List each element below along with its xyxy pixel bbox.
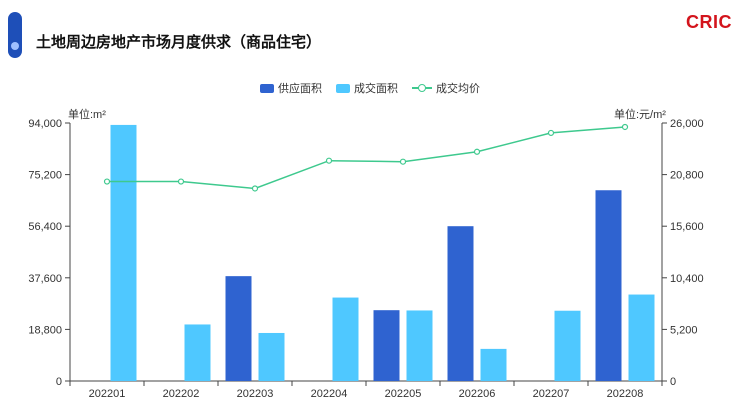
y-right-tick-label: 15,600 <box>670 221 704 233</box>
bar-supply-202205 <box>373 310 400 381</box>
y-left-tick-label: 56,400 <box>28 221 62 233</box>
bar-supply-202203 <box>225 276 252 381</box>
point-price-202204 <box>325 157 333 164</box>
x-tick-label: 202204 <box>311 388 348 400</box>
y-right-tick-label: 0 <box>670 376 676 388</box>
y-right-tick-label: 10,400 <box>670 273 704 285</box>
x-tick-label: 202202 <box>163 388 200 400</box>
y-left-tick-label: 94,000 <box>28 118 62 130</box>
point-price-202202 <box>177 178 185 185</box>
chart-title: 土地周边房地产市场月度供求（商品住宅） <box>36 34 322 51</box>
bar-deal-202202 <box>184 324 211 381</box>
title-accent-icon <box>8 12 22 58</box>
legend-label-price: 成交均价 <box>436 83 480 95</box>
x-tick-label: 202208 <box>607 388 644 400</box>
bar-deal-202208 <box>628 294 655 381</box>
bar-deal-202205 <box>406 310 433 381</box>
y-left-tick-label: 75,200 <box>28 170 62 182</box>
point-price-202207 <box>547 129 555 137</box>
y-left-tick-label: 18,800 <box>28 324 62 336</box>
y-right-tick-label: 26,000 <box>670 118 704 130</box>
point-price-202205 <box>399 158 407 165</box>
x-tick-label: 202203 <box>237 388 274 400</box>
point-price-202208 <box>621 123 629 131</box>
legend-item-price[interactable]: 成交均价 <box>412 80 480 96</box>
x-tick-label: 202205 <box>385 388 422 400</box>
point-price-202201 <box>103 178 111 185</box>
right-axis-unit: 单位:元/m² <box>614 109 666 121</box>
point-price-202206 <box>473 148 481 155</box>
legend-swatch-deal <box>336 83 350 93</box>
legend-label-supply: 供应面积 <box>278 83 322 95</box>
bar-deal-202201 <box>110 124 137 382</box>
legend-item-supply[interactable]: 供应面积 <box>260 80 322 96</box>
bar-deal-202204 <box>332 297 359 381</box>
y-left-tick-label: 37,600 <box>28 273 62 285</box>
point-price-202203 <box>251 185 259 192</box>
bar-deal-202203 <box>258 332 285 381</box>
bar-supply-202208 <box>595 190 622 381</box>
legend-swatch-price <box>412 83 432 93</box>
y-right-tick-label: 5,200 <box>670 324 698 336</box>
x-tick-label: 202206 <box>459 388 496 400</box>
x-tick-label: 202201 <box>89 388 126 400</box>
x-tick-label: 202207 <box>533 388 570 400</box>
line-price <box>107 126 626 190</box>
legend-label-deal: 成交面积 <box>354 83 398 95</box>
legend-swatch-supply <box>260 83 274 93</box>
y-left-tick-label: 0 <box>56 376 62 388</box>
bar-deal-202206 <box>480 348 507 381</box>
title-bar: 土地周边房地产市场月度供求（商品住宅） CRIC <box>0 0 740 62</box>
brand-logo: CRIC <box>686 12 732 32</box>
bar-deal-202207 <box>554 310 581 381</box>
y-right-tick-label: 20,800 <box>670 170 704 182</box>
legend-item-deal[interactable]: 成交面积 <box>336 80 398 96</box>
bar-supply-202206 <box>447 226 474 381</box>
left-axis-unit: 单位:m² <box>68 109 106 121</box>
legend: 供应面积 成交面积 成交均价 <box>0 80 740 96</box>
